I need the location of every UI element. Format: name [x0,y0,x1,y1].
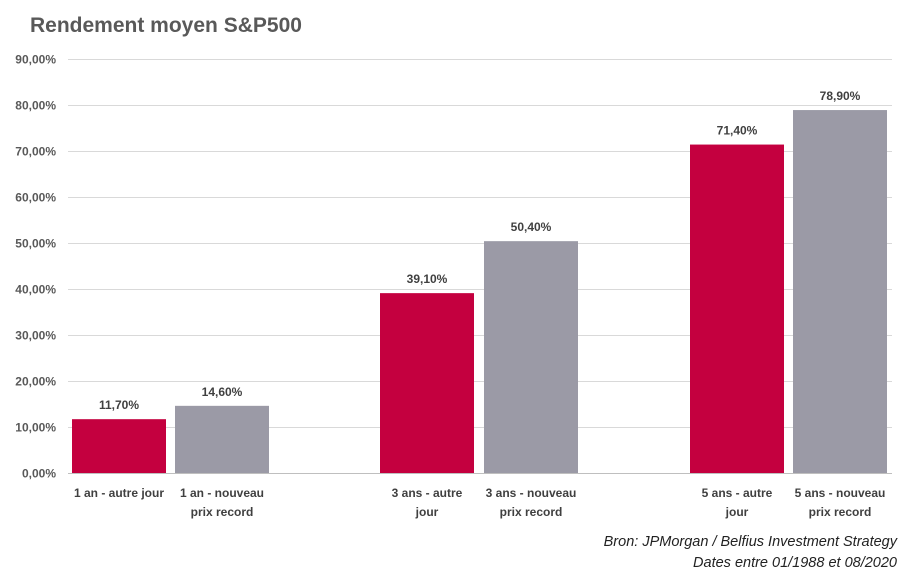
source-line-2: Dates entre 01/1988 et 08/2020 [693,555,897,571]
y-tick-label: 10,00% [15,421,56,435]
x-tick-label: 1 an - autre jour [74,486,164,500]
x-tick-label: prix record [191,505,254,519]
x-tick-label: jour [415,505,439,519]
x-tick-label: prix record [809,505,872,519]
bar [690,144,784,473]
y-tick-label: 90,00% [15,53,56,67]
x-tick-label: 1 an - nouveau [180,486,264,500]
y-tick-label: 40,00% [15,283,56,297]
bar [72,419,166,473]
data-label: 39,10% [407,272,448,286]
y-tick-label: 80,00% [15,99,56,113]
x-tick-label: 3 ans - nouveau [486,486,577,500]
chart-title: Rendement moyen S&P500 [30,14,302,37]
x-tick-label: prix record [500,505,563,519]
data-label: 78,90% [820,89,861,103]
bar [793,110,887,473]
data-label: 50,40% [511,220,552,234]
x-tick-label: 3 ans - autre [392,486,463,500]
data-label: 71,40% [717,124,758,138]
source-line-1: Bron: JPMorgan / Belfius Investment Stra… [603,534,897,550]
bar [484,241,578,473]
data-label: 14,60% [202,385,243,399]
y-tick-label: 20,00% [15,375,56,389]
y-tick-label: 70,00% [15,145,56,159]
source-note: Bron: JPMorgan / Belfius Investment Stra… [604,532,897,574]
bar [380,293,474,473]
x-tick-label: jour [725,505,749,519]
data-label: 11,70% [99,398,139,412]
x-tick-label: 5 ans - nouveau [795,486,886,500]
y-tick-label: 60,00% [15,191,56,205]
y-tick-label: 50,00% [15,237,56,251]
x-tick-label: 5 ans - autre [702,486,773,500]
bar [175,405,269,473]
y-tick-label: 0,00% [22,467,56,481]
y-tick-label: 30,00% [15,329,56,343]
